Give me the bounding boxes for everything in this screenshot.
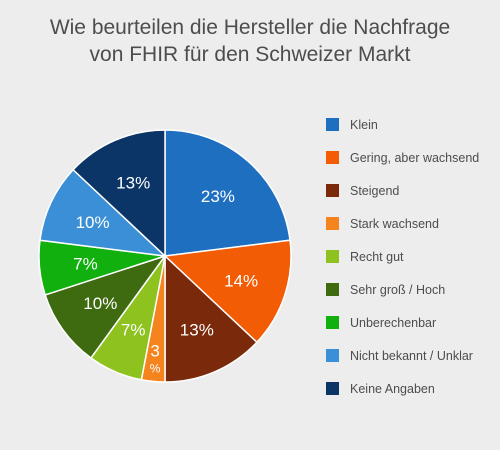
- pie-slice-label-3: 13%: [180, 320, 214, 339]
- legend-swatch-6: [326, 283, 339, 296]
- legend-label-5: Recht gut: [350, 250, 404, 264]
- pie-slice-2: [163, 239, 292, 344]
- legend-swatch-5: [326, 250, 339, 263]
- legend-label-7: Unberechenbar: [350, 316, 436, 330]
- pie-slice-label-1: 23%: [201, 187, 235, 206]
- legend-swatch-9: [326, 382, 339, 395]
- pie-slice-6: [44, 254, 167, 359]
- pie-labels: 23%14%13%3 %7%10%7%10%13%: [73, 174, 258, 376]
- pie-slice-3: [164, 254, 258, 383]
- chart-title: Wie beurteilen die Hersteller die Nachfr…: [0, 14, 500, 68]
- legend-swatch-3: [326, 184, 339, 197]
- legend-swatch-8: [326, 349, 339, 362]
- pie-slice-1: [164, 129, 291, 257]
- legend-label-6: Sehr groß / Hoch: [350, 283, 445, 297]
- pie-slice-label-2: 14%: [224, 272, 258, 291]
- legend-swatch-4: [326, 217, 339, 230]
- chart-title-line-2: von FHIR für den Schweizer Markt: [89, 43, 411, 66]
- legend: Klein Gering, aber wachsend Steigend Stark …: [326, 118, 479, 396]
- pie-slice-label-8: 10%: [76, 213, 110, 232]
- pie-slice-8: [39, 168, 168, 258]
- legend-label-9: Keine Angaben: [350, 382, 435, 396]
- legend-label-1: Klein: [350, 118, 378, 132]
- pie-slices: [38, 129, 292, 383]
- chart-title-line-1: Wie beurteilen die Hersteller die Nachfr…: [49, 16, 451, 39]
- legend-swatch-1: [326, 118, 339, 131]
- pie-slice-label-7: 7%: [73, 255, 98, 274]
- pie-slice-label-9: 13%: [116, 174, 150, 193]
- pie-slice-label-6: 10%: [83, 294, 117, 313]
- legend-label-8: Nicht bekannt / Unklar: [350, 349, 473, 363]
- pie-slice-9: [72, 129, 166, 258]
- legend-swatch-7: [326, 316, 339, 329]
- legend-label-2: Gering, aber wachsend: [350, 151, 479, 165]
- legend-label-3: Steigend: [350, 184, 399, 198]
- legend-label-4: Stark wachsend: [350, 217, 439, 231]
- legend-swatch-2: [326, 151, 339, 164]
- pie-slice-label-4: 3%: [150, 342, 161, 376]
- pie-slice-label-5: 7%: [121, 320, 146, 339]
